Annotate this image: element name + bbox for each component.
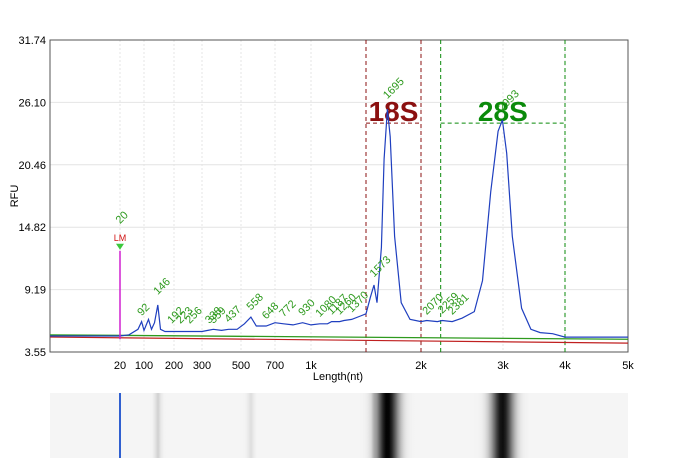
ladder-marker-arrow (116, 243, 124, 250)
baselines (49, 334, 629, 344)
peak-label: 930 (296, 297, 317, 318)
ladder-marker-label: LM (114, 233, 127, 243)
x-tick-label: 100 (135, 360, 153, 372)
x-tick-label: 3k (497, 360, 509, 372)
x-tick-label: 700 (266, 360, 284, 372)
peak-label: 772 (277, 298, 298, 319)
x-axis-title: Length(nt) (313, 371, 363, 383)
peak-labels: 2092146192223256338359437558648772930108… (114, 76, 522, 326)
peak-label: 92 (135, 301, 152, 318)
x-tick-label: 500 (232, 360, 250, 372)
x-tick-label: 200 (165, 360, 183, 372)
y-tick-label: 26.10 (18, 97, 46, 109)
y-tick-label: 20.46 (18, 160, 46, 172)
peak-label: 1573 (368, 254, 394, 280)
x-tick-label: 2k (415, 360, 427, 372)
y-tick-label: 31.74 (18, 35, 46, 47)
y-axis-ticks: 31.74 26.10 20.46 14.82 9.19 3.55 (18, 35, 46, 359)
y-tick-label: 9.19 (25, 285, 46, 297)
baseline-red (49, 336, 629, 344)
region-markers: 18S 28S (365, 40, 566, 352)
region-label: 18S (369, 96, 419, 127)
y-tick-label: 14.82 (18, 222, 46, 234)
peak-label: 20 (114, 209, 131, 226)
x-tick-label: 1k (305, 360, 317, 372)
peak-label: 146 (151, 276, 172, 297)
gel-image (50, 393, 628, 458)
x-tick-label: 4k (559, 360, 571, 372)
x-tick-label: 300 (193, 360, 211, 372)
y-axis-title: RFU (9, 185, 21, 208)
ladder-marker: LM (114, 233, 127, 340)
electropherogram-trace (50, 109, 628, 338)
x-axis-ticks: 20 100 200 300 500 700 1k 2k 3k 4k 5k (114, 360, 634, 372)
x-tick-label: 20 (114, 360, 126, 372)
y-tick-label: 3.55 (25, 347, 46, 359)
gel-lane (50, 393, 628, 458)
baseline-green (49, 334, 629, 340)
plot-frame (49, 39, 629, 353)
x-tick-label: 5k (622, 360, 634, 372)
